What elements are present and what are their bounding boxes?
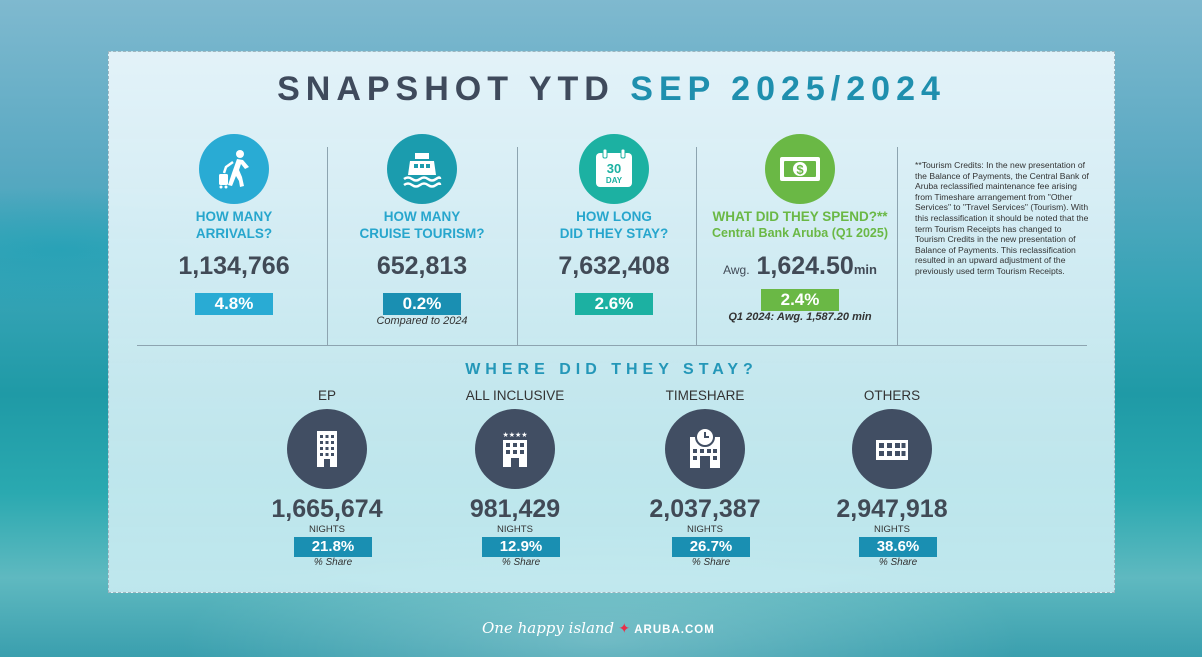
calendar-icon: 30 DAY xyxy=(579,134,649,204)
stay-value: 7,632,408 xyxy=(558,252,670,280)
cruise-value: 652,813 xyxy=(376,252,468,280)
accommodation-all-inclusive: ALL INCLUSIVE ★★★★ 981,429 NIGHTS 12.9% … xyxy=(465,388,565,568)
cruise-note: Compared to 2024 xyxy=(376,315,468,327)
spend-stat: $ WHAT DID THEY SPEND?** Central Bank Ar… xyxy=(697,134,903,323)
arrivals-stat: HOW MANY ARRIVALS? 1,134,766 4.8% xyxy=(149,134,319,315)
cruise-pct: 0.2% xyxy=(383,293,461,315)
calendar-word: DAY xyxy=(606,176,623,185)
spend-note: Q1 2024: Awg. 1,587.20 min xyxy=(728,311,872,323)
low-building-icon xyxy=(852,409,932,489)
walking-traveler-icon xyxy=(199,134,269,204)
arrivals-value: 1,134,766 xyxy=(178,252,290,280)
tourism-credits-note: **Tourism Credits: In the new presentati… xyxy=(915,160,1089,276)
footer-logo: One happy island ✦ ARUBA.COM xyxy=(482,619,715,637)
spend-pct: 2.4% xyxy=(761,289,839,311)
cruise-stat: HOW MANY CRUISE TOURISM? 652,813 0.2% Co… xyxy=(347,134,497,327)
calendar-number: 30 xyxy=(607,161,621,176)
hotel-building-icon xyxy=(287,409,367,489)
stay-stat: 30 DAY HOW LONG DID THEY STAY? 7,632,408… xyxy=(534,134,694,315)
dollar-bill-icon: $ xyxy=(765,134,835,204)
stay-pct: 2.6% xyxy=(575,293,653,315)
accommodation-timeshare: TIMESHARE 2,037,387 NIGHTS 26.7% % Share xyxy=(649,388,761,568)
svg-text:★★★★: ★★★★ xyxy=(502,431,527,439)
four-star-hotel-icon: ★★★★ xyxy=(475,409,555,489)
spend-value: Awg. 1,624.50min xyxy=(723,252,877,280)
divider xyxy=(897,147,898,345)
accommodation-others: OTHERS 2,947,918 NIGHTS 38.6% % Share xyxy=(836,388,948,568)
cruise-ship-icon xyxy=(387,134,457,204)
svg-text:$: $ xyxy=(796,162,804,177)
clock-building-icon xyxy=(665,409,745,489)
star-icon: ✦ xyxy=(618,620,631,636)
snapshot-panel: SNAPSHOT YTD SEP 2025/2024 HOW MANY ARRI… xyxy=(108,51,1115,593)
page-title: SNAPSHOT YTD SEP 2025/2024 xyxy=(277,70,946,108)
accommodation-ep: EP 1,665,674 NIGHTS 21.8% % Share xyxy=(271,388,383,568)
horizontal-divider xyxy=(137,345,1087,346)
divider xyxy=(696,147,697,345)
divider xyxy=(327,147,328,345)
where-heading: WHERE DID THEY STAY? xyxy=(465,361,758,378)
arrivals-pct: 4.8% xyxy=(195,293,273,315)
divider xyxy=(517,147,518,345)
